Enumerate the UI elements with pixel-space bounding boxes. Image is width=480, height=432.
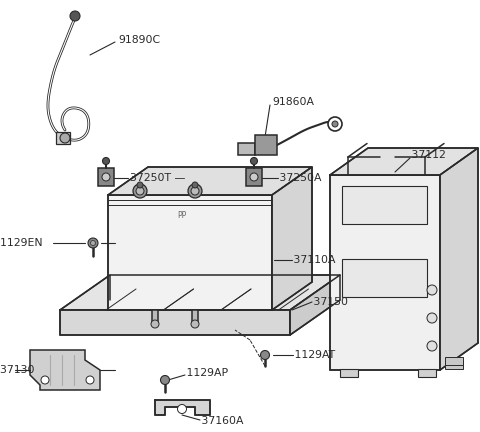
Circle shape: [70, 11, 80, 21]
Polygon shape: [98, 168, 114, 186]
Circle shape: [86, 376, 94, 384]
Text: 1129EN: 1129EN: [0, 238, 46, 248]
Text: 91860A: 91860A: [272, 97, 314, 107]
Circle shape: [427, 341, 437, 351]
Circle shape: [427, 285, 437, 295]
Polygon shape: [330, 148, 478, 175]
Polygon shape: [192, 310, 198, 324]
Circle shape: [88, 238, 98, 248]
Polygon shape: [108, 195, 272, 310]
Circle shape: [60, 133, 70, 143]
Polygon shape: [290, 275, 340, 335]
Polygon shape: [152, 310, 158, 324]
Circle shape: [133, 184, 147, 198]
Bar: [418, 369, 436, 377]
Polygon shape: [330, 175, 440, 370]
Bar: [56, 132, 70, 144]
Circle shape: [160, 375, 169, 384]
Text: 37130: 37130: [0, 365, 38, 375]
Circle shape: [328, 117, 342, 131]
Circle shape: [41, 376, 49, 384]
Text: 37150: 37150: [310, 297, 348, 307]
Text: 91890C: 91890C: [118, 35, 160, 45]
Circle shape: [136, 187, 144, 195]
Circle shape: [103, 158, 109, 165]
Text: 37250T —: 37250T —: [130, 173, 185, 183]
Circle shape: [151, 320, 159, 328]
Polygon shape: [440, 148, 478, 370]
Circle shape: [427, 313, 437, 323]
Text: 37110A: 37110A: [290, 255, 336, 265]
Polygon shape: [272, 167, 312, 310]
Circle shape: [250, 173, 258, 181]
Circle shape: [191, 187, 199, 195]
Circle shape: [102, 173, 110, 181]
Circle shape: [137, 182, 143, 188]
Bar: [342, 259, 427, 297]
Text: PP: PP: [178, 210, 187, 219]
Circle shape: [191, 320, 199, 328]
Text: 37112: 37112: [408, 150, 446, 160]
Polygon shape: [255, 135, 277, 155]
Text: 1129AP: 1129AP: [183, 368, 228, 378]
Bar: [342, 186, 427, 224]
Bar: [445, 361, 463, 369]
Polygon shape: [238, 143, 255, 155]
Circle shape: [332, 121, 338, 127]
Circle shape: [91, 241, 96, 245]
Polygon shape: [60, 310, 290, 335]
Text: 37250A: 37250A: [276, 173, 322, 183]
Circle shape: [192, 182, 198, 188]
Circle shape: [178, 404, 187, 413]
Circle shape: [251, 158, 257, 165]
Circle shape: [188, 184, 202, 198]
Text: 1129AT: 1129AT: [291, 350, 335, 360]
Polygon shape: [30, 350, 100, 390]
Polygon shape: [246, 168, 262, 186]
Text: 37160A: 37160A: [198, 416, 243, 426]
Bar: [340, 369, 358, 377]
Bar: [445, 357, 463, 365]
Polygon shape: [60, 275, 340, 310]
Circle shape: [261, 350, 269, 359]
Polygon shape: [108, 167, 312, 195]
Polygon shape: [155, 400, 210, 415]
